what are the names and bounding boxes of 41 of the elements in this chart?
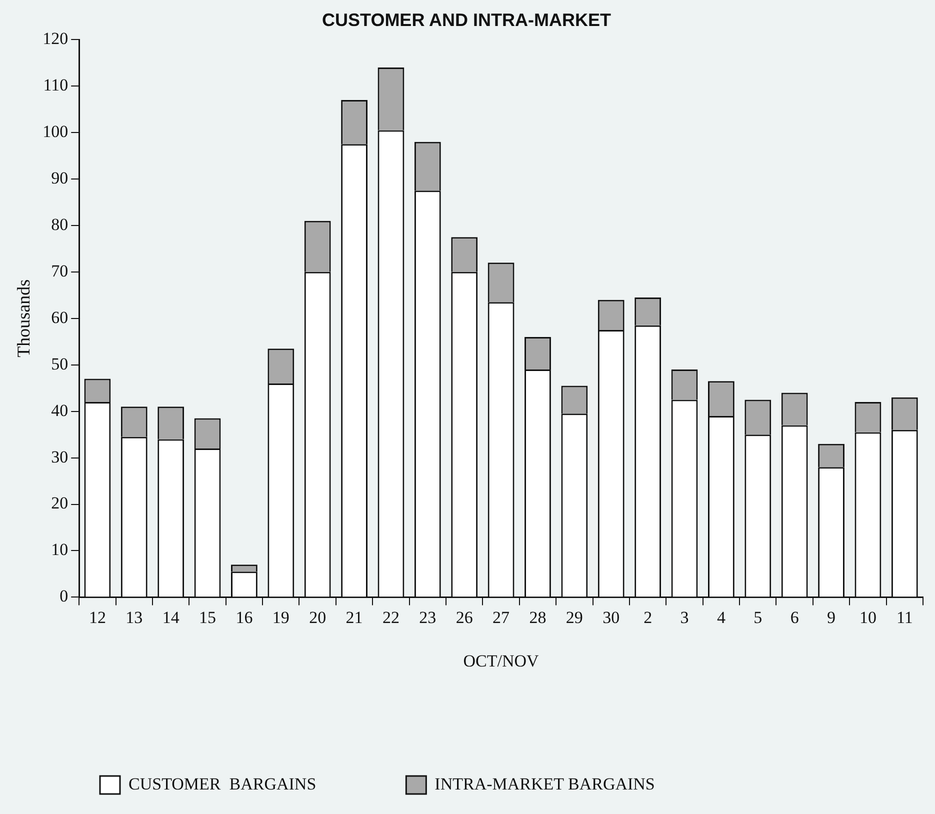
x-tick-label: 15 bbox=[199, 608, 216, 627]
legend-label: CUSTOMER BARGAINS bbox=[128, 774, 316, 794]
chart-title: CUSTOMER AND INTRA-MARKET bbox=[322, 10, 611, 30]
x-axis-title: OCT/NOV bbox=[463, 651, 540, 670]
x-tick-label: 6 bbox=[790, 608, 799, 627]
x-tick-label: 21 bbox=[346, 608, 363, 627]
legend-label: INTRA-MARKET BARGAINS bbox=[434, 774, 655, 794]
x-tick-label: 4 bbox=[716, 608, 726, 627]
x-tick-label: 23 bbox=[419, 608, 436, 627]
x-tick-label: 9 bbox=[827, 608, 836, 627]
x-tick-label: 12 bbox=[88, 608, 106, 627]
x-tick-label: 5 bbox=[754, 608, 762, 627]
y-tick-label: 40 bbox=[51, 400, 68, 420]
x-tick-label: 28 bbox=[529, 608, 546, 627]
x-tick-label: 30 bbox=[602, 608, 620, 627]
y-axis-title: Thousands bbox=[14, 279, 34, 358]
y-tick-label: 20 bbox=[51, 494, 68, 513]
y-tick-label: 110 bbox=[43, 76, 68, 95]
x-tick-label: 27 bbox=[492, 608, 510, 627]
x-tick-label: 29 bbox=[566, 608, 583, 627]
x-tick-label: 22 bbox=[382, 608, 400, 627]
y-tick-label: 100 bbox=[42, 122, 68, 141]
x-tick-label: 11 bbox=[896, 608, 913, 627]
y-tick-label: 10 bbox=[51, 540, 68, 560]
x-tick-label: 26 bbox=[456, 608, 473, 627]
y-tick-label: 70 bbox=[51, 261, 68, 280]
x-tick-label: 19 bbox=[272, 608, 290, 627]
y-tick-label: 80 bbox=[51, 214, 68, 234]
x-tick-label: 3 bbox=[680, 608, 689, 627]
y-tick-label: 120 bbox=[42, 29, 68, 48]
y-tick-label: 0 bbox=[60, 586, 68, 606]
y-tick-label: 90 bbox=[51, 168, 68, 188]
x-tick-label: 16 bbox=[236, 608, 253, 627]
y-tick-label: 60 bbox=[51, 308, 68, 327]
x-tick-label: 2 bbox=[644, 608, 652, 627]
y-tick-label: 50 bbox=[51, 354, 68, 374]
x-tick-label: 13 bbox=[126, 608, 143, 627]
y-tick-label: 30 bbox=[51, 447, 68, 466]
x-tick-label: 14 bbox=[162, 608, 180, 627]
x-tick-label: 20 bbox=[309, 608, 326, 627]
x-tick-label: 10 bbox=[859, 608, 876, 627]
